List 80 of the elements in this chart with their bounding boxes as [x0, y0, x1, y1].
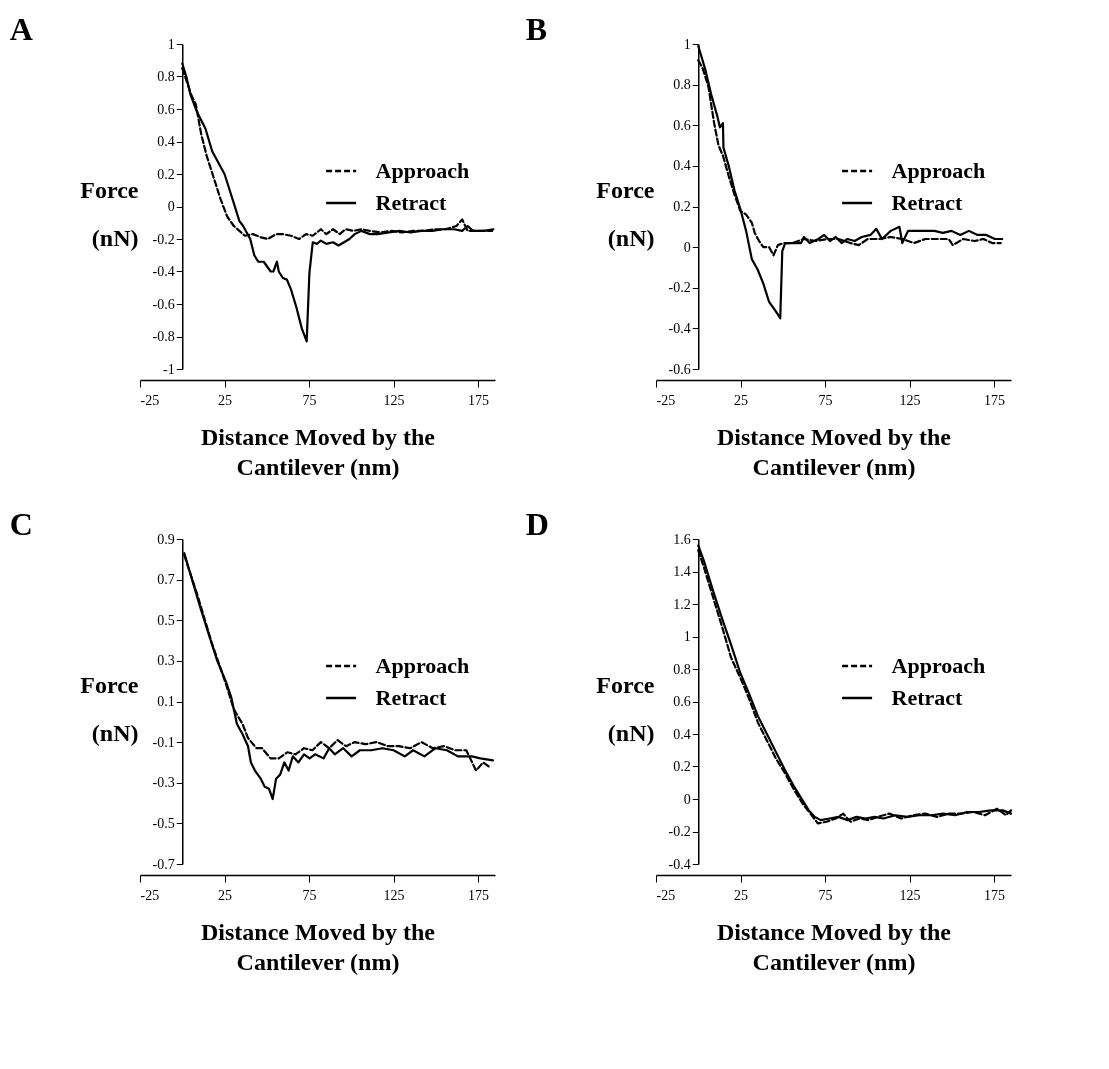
- y-tick-label: -0.4: [152, 264, 175, 279]
- y-tick-label: 0.4: [157, 134, 175, 149]
- y-axis-title: Force (nN): [596, 671, 655, 746]
- y-tick-label: 0.8: [157, 69, 175, 84]
- y-tick-label: 0.2: [157, 166, 175, 182]
- x-tick-label: 75: [302, 392, 317, 408]
- y-tick-label: 0.8: [673, 77, 691, 93]
- chart-title: D: [525, 506, 549, 542]
- x-tick-label: -25: [656, 887, 676, 903]
- legend-label: Approach: [375, 158, 470, 183]
- x-tick-label: 125: [899, 887, 921, 903]
- y-tick-label: 0: [683, 239, 691, 255]
- x-tick-label: 175: [984, 392, 1006, 408]
- y-tick-label: 1: [683, 629, 691, 644]
- x-tick-label: 175: [468, 887, 490, 903]
- y-tick-label: 0: [683, 791, 691, 807]
- y-tick-label: 0.6: [673, 694, 691, 709]
- x-tick-label: 75: [818, 392, 833, 408]
- x-tick-label: 175: [468, 392, 490, 408]
- y-tick-label: 0.1: [157, 694, 175, 709]
- y-tick-label: 1: [683, 36, 691, 52]
- x-tick-label: 25: [218, 392, 233, 408]
- y-tick-label: 1.2: [673, 596, 691, 612]
- y-tick-label: -0.6: [668, 361, 691, 377]
- x-axis-title: Distance Moved by the Cantilever (nm): [201, 918, 436, 975]
- legend-label: Retract: [375, 190, 448, 215]
- y-tick-label: 0.8: [673, 661, 691, 677]
- x-tick-label: -25: [140, 887, 160, 903]
- y-axis-title: Force (nN): [80, 176, 139, 251]
- y-tick-label: -0.7: [152, 856, 175, 872]
- legend-label: Approach: [891, 158, 986, 183]
- y-tick-label: 1.6: [673, 531, 691, 547]
- x-tick-label: 25: [218, 887, 233, 903]
- y-tick-label: 0.6: [673, 117, 691, 133]
- y-tick-label: 0.3: [157, 653, 175, 669]
- y-axis-title: Force (nN): [596, 176, 655, 251]
- x-tick-label: 25: [734, 887, 749, 903]
- y-tick-label: -0.4: [668, 320, 691, 336]
- y-tick-label: -0.3: [152, 775, 175, 791]
- x-tick-label: 125: [383, 887, 405, 903]
- y-tick-label: 0.5: [157, 612, 175, 628]
- y-tick-label: 0.4: [673, 726, 691, 742]
- x-tick-label: 125: [899, 392, 921, 408]
- x-tick-label: 125: [383, 392, 405, 408]
- y-tick-label: 0.2: [673, 199, 691, 214]
- x-tick-label: 175: [984, 887, 1006, 903]
- y-tick-label: 0.9: [157, 531, 175, 547]
- y-tick-label: -0.1: [152, 734, 175, 750]
- y-tick-label: -1: [163, 361, 175, 377]
- y-tick-label: 1: [167, 36, 175, 52]
- y-tick-label: 0.6: [157, 101, 175, 117]
- x-axis-title: Distance Moved by the Cantilever (nm): [201, 423, 436, 480]
- y-tick-label: -0.8: [152, 329, 175, 344]
- x-tick-label: -25: [656, 392, 676, 408]
- y-tick-label: 0.2: [673, 759, 691, 774]
- y-tick-label: 0: [167, 199, 175, 214]
- chart-title: B: [525, 11, 548, 47]
- y-axis-title: Force (nN): [80, 671, 139, 746]
- x-axis-title: Distance Moved by the Cantilever (nm): [717, 423, 952, 480]
- x-tick-label: 25: [734, 392, 749, 408]
- y-tick-label: 1.4: [673, 564, 691, 579]
- x-axis-title: Distance Moved by the Cantilever (nm): [717, 918, 952, 975]
- x-tick-label: -25: [140, 392, 160, 408]
- y-tick-label: -0.6: [152, 296, 175, 312]
- y-tick-label: -0.5: [152, 815, 175, 831]
- y-tick-label: -0.2: [668, 280, 691, 296]
- chart-title: A: [9, 11, 33, 47]
- x-tick-label: 75: [302, 887, 317, 903]
- y-tick-label: 0.7: [157, 572, 175, 588]
- legend-label: Retract: [891, 685, 964, 710]
- y-tick-label: -0.4: [668, 856, 691, 872]
- chart-title: C: [9, 506, 33, 542]
- legend-label: Retract: [375, 685, 448, 710]
- x-tick-label: 75: [818, 887, 833, 903]
- legend-label: Approach: [375, 653, 470, 678]
- y-tick-label: -0.2: [152, 231, 175, 247]
- y-tick-label: 0.4: [673, 158, 691, 174]
- legend-label: Retract: [891, 190, 964, 215]
- legend-label: Approach: [891, 653, 986, 678]
- y-tick-label: -0.2: [668, 824, 691, 839]
